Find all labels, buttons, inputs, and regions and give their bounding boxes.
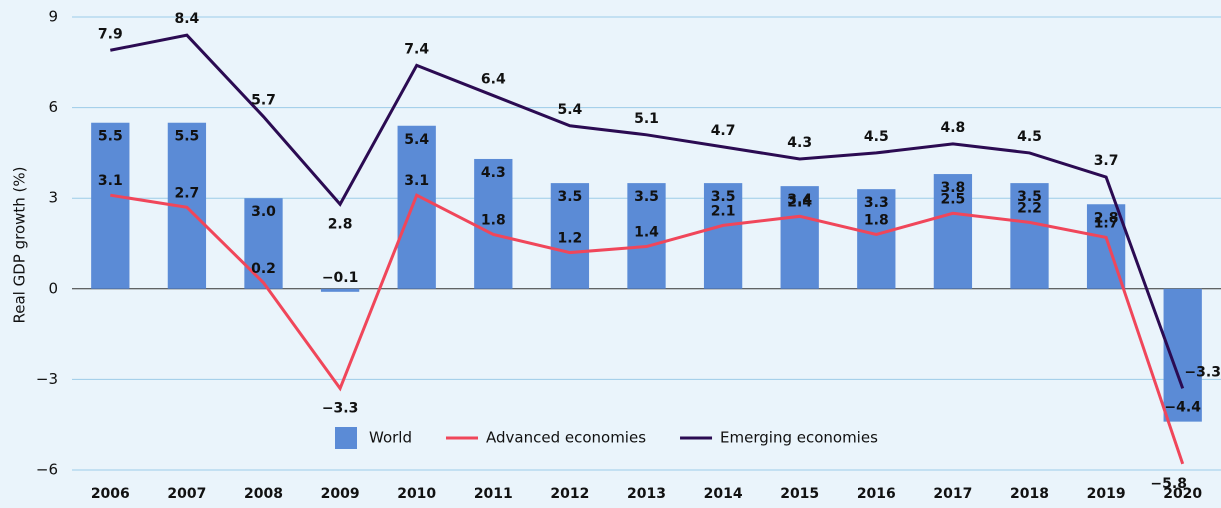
data-label: −3.3	[1184, 364, 1221, 380]
data-label: 3.5	[557, 189, 582, 205]
data-label: 5.4	[404, 132, 429, 148]
data-label: 5.1	[634, 111, 659, 127]
data-label: 8.4	[174, 11, 199, 27]
x-tick-label: 2017	[933, 486, 972, 502]
line	[110, 193, 1185, 465]
bar	[780, 186, 819, 289]
legend-label: Advanced economies	[486, 429, 646, 447]
data-label: 0.2	[251, 261, 276, 277]
x-tick-label: 2010	[397, 486, 436, 502]
x-tick-label: 2008	[244, 486, 283, 502]
bar	[91, 122, 130, 289]
bar	[397, 125, 436, 289]
data-label: 7.4	[404, 41, 429, 57]
data-label: 2.8	[328, 216, 353, 232]
y-axis-label: Real GDP growth (%)	[11, 166, 29, 323]
data-label: −3.3	[322, 400, 359, 416]
data-label: 5.4	[557, 102, 582, 118]
x-tick-label: 2016	[857, 486, 896, 502]
bar	[244, 198, 283, 289]
x-tick-label: 2009	[321, 486, 360, 502]
data-label: −4.4	[1164, 400, 1201, 416]
data-label: 2.8	[1094, 210, 1119, 226]
y-tick-label: 3	[48, 189, 58, 207]
data-label: 1.8	[481, 212, 506, 228]
x-tick-label: 2014	[704, 486, 743, 502]
y-tick-label: 0	[48, 279, 58, 297]
data-label: 3.5	[1017, 189, 1042, 205]
data-label: −0.1	[322, 270, 359, 286]
data-label: 3.1	[404, 173, 429, 189]
data-label: 1.4	[634, 225, 659, 241]
bar	[627, 183, 666, 289]
data-label: −5.8	[1150, 476, 1187, 492]
data-label: 4.8	[940, 120, 965, 136]
data-label: 1.8	[864, 212, 889, 228]
data-label: 2.7	[174, 185, 199, 201]
data-label: 4.5	[1017, 129, 1042, 145]
data-label: 3.8	[940, 180, 965, 196]
y-tick-label: −6	[36, 460, 58, 478]
data-label: 3.3	[864, 195, 889, 211]
y-tick-label: 6	[48, 98, 58, 116]
bar	[1010, 183, 1049, 289]
x-tick-label: 2019	[1087, 486, 1126, 502]
bar	[550, 183, 590, 289]
x-tick-label: 2011	[474, 486, 513, 502]
data-label: 4.5	[864, 129, 889, 145]
data-label: 5.5	[174, 129, 199, 145]
data-label: 4.7	[711, 123, 736, 139]
line	[110, 33, 1185, 389]
x-tick-label: 2015	[780, 486, 819, 502]
bar	[933, 174, 973, 289]
legend-label: World	[369, 429, 412, 447]
data-label: 5.5	[98, 129, 123, 145]
x-tick-label: 2006	[91, 486, 130, 502]
data-label: 7.9	[98, 26, 123, 42]
x-tick-label: 2012	[550, 486, 589, 502]
data-label: 2.1	[711, 203, 736, 219]
bar	[703, 183, 743, 289]
data-label: 5.7	[251, 93, 276, 109]
x-tick-label: 2007	[167, 486, 206, 502]
data-label: 3.0	[251, 204, 276, 220]
data-label: 6.4	[481, 72, 506, 88]
x-tick-label: 2020	[1163, 486, 1202, 502]
bar	[320, 288, 360, 292]
bar	[857, 189, 896, 289]
data-label: 1.2	[557, 231, 582, 247]
bar	[474, 158, 513, 289]
data-label: 4.3	[481, 165, 506, 181]
x-tick-label: 2013	[627, 486, 666, 502]
data-label: 3.5	[711, 189, 736, 205]
data-label: 3.5	[634, 189, 659, 205]
legend-swatch	[335, 427, 357, 449]
data-label: 3.4	[787, 192, 812, 208]
data-label: 3.1	[98, 173, 123, 189]
data-label: 2.4	[787, 194, 812, 210]
y-tick-label: −3	[36, 370, 58, 388]
legend-label: Emerging economies	[720, 429, 878, 447]
data-label: 2.5	[940, 191, 965, 207]
y-tick-label: 9	[48, 8, 58, 26]
data-label: 4.3	[787, 135, 812, 151]
x-tick-label: 2018	[1010, 486, 1049, 502]
data-label: 1.7	[1094, 215, 1119, 231]
data-label: 2.2	[1017, 200, 1042, 216]
data-label: 3.7	[1094, 153, 1119, 169]
